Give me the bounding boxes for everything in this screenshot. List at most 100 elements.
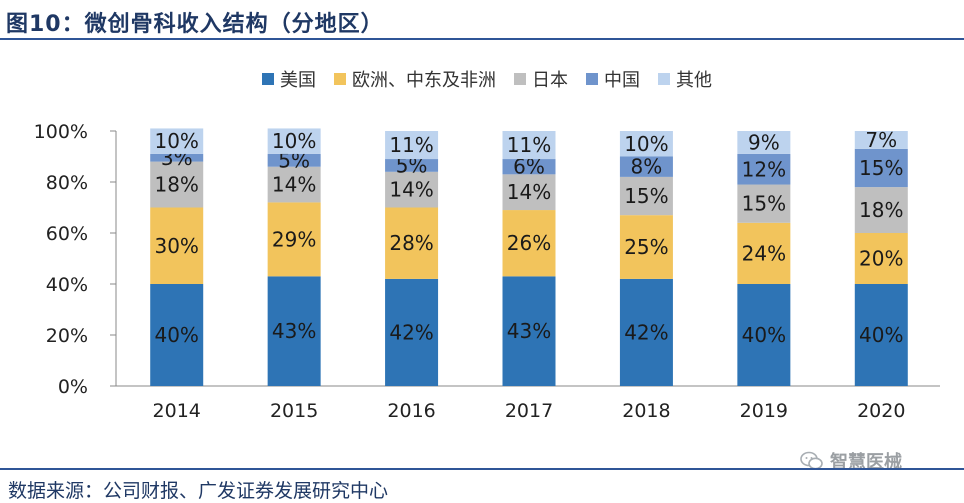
bar-segment xyxy=(737,184,791,223)
y-tick-label: 60% xyxy=(46,223,88,245)
data-label: 40% xyxy=(859,323,903,347)
bar-segment xyxy=(150,284,204,386)
legend-item: 欧洲、中东及非洲 xyxy=(334,66,496,92)
legend-swatch xyxy=(262,73,274,85)
y-tick-label: 0% xyxy=(58,376,88,398)
data-label: 43% xyxy=(272,319,316,343)
bar-segment xyxy=(619,156,673,177)
data-label: 9% xyxy=(748,130,780,154)
legend-item: 日本 xyxy=(514,66,568,92)
data-label: 15% xyxy=(859,156,903,180)
legend-item: 其他 xyxy=(658,66,712,92)
bar-segment xyxy=(267,128,321,154)
data-label: 8% xyxy=(631,155,663,179)
bar-segment xyxy=(150,161,204,208)
page-title: 图10：微创骨科收入结构（分地区） xyxy=(6,12,384,37)
data-label: 30% xyxy=(154,234,198,258)
legend-swatch xyxy=(334,73,346,85)
bar-segment xyxy=(502,174,556,211)
watermark: 智慧医械 xyxy=(800,448,902,474)
data-label: 29% xyxy=(272,227,316,251)
legend-item: 中国 xyxy=(586,66,640,92)
y-tick-label: 40% xyxy=(46,274,88,296)
bar-segment xyxy=(502,276,556,386)
bar-segment xyxy=(737,131,791,154)
x-tick-label: 2020 xyxy=(857,400,905,422)
data-label: 25% xyxy=(624,235,668,259)
y-tick-label: 100% xyxy=(34,121,88,143)
bar-segment xyxy=(267,202,321,277)
data-label: 24% xyxy=(742,241,786,265)
legend-label: 其他 xyxy=(676,70,712,91)
bar-segment xyxy=(737,284,791,386)
data-label: 14% xyxy=(272,173,316,197)
watermark-text: 智慧医械 xyxy=(830,452,902,473)
legend-swatch xyxy=(658,73,670,85)
title-bar: 图10：微创骨科收入结构（分地区） xyxy=(0,0,964,40)
bar-segment xyxy=(854,187,908,233)
y-tick-label: 20% xyxy=(46,325,88,347)
legend-label: 美国 xyxy=(280,70,316,91)
bar-segment xyxy=(854,233,908,284)
x-tick-label: 2015 xyxy=(270,400,318,422)
data-label: 11% xyxy=(389,133,433,157)
data-label: 10% xyxy=(624,132,668,156)
bar-segment xyxy=(619,131,673,157)
data-label: 11% xyxy=(507,133,551,157)
bar-segment xyxy=(502,159,556,175)
data-label: 40% xyxy=(154,323,198,347)
bar-segment xyxy=(854,131,908,149)
bar-segment xyxy=(385,207,439,279)
data-label: 26% xyxy=(507,231,551,255)
bar-segment xyxy=(150,128,204,154)
data-label: 42% xyxy=(624,320,668,344)
legend-swatch xyxy=(514,73,526,85)
bar-segment xyxy=(150,207,204,284)
data-label: 28% xyxy=(389,231,433,255)
bar-segment xyxy=(385,159,439,172)
data-label: 12% xyxy=(742,157,786,181)
data-label: 7% xyxy=(865,128,897,152)
data-label: 10% xyxy=(272,129,316,153)
chart-legend: 美国 欧洲、中东及非洲 日本 中国 其他 xyxy=(262,66,712,92)
data-label: 18% xyxy=(859,198,903,222)
x-tick-label: 2014 xyxy=(153,400,201,422)
y-tick-label: 80% xyxy=(46,172,88,194)
bar-segment xyxy=(267,153,321,167)
data-label: 20% xyxy=(859,247,903,271)
source-note: 数据来源：公司财报、广发证券发展研究中心 xyxy=(8,480,389,502)
legend-label: 日本 xyxy=(532,70,568,91)
bar-segment xyxy=(619,176,673,216)
data-label: 14% xyxy=(507,180,551,204)
bar-segment xyxy=(267,276,321,386)
data-label: 15% xyxy=(624,184,668,208)
data-label: 43% xyxy=(507,319,551,343)
x-tick-label: 2016 xyxy=(387,400,435,422)
bar-segment xyxy=(150,153,204,162)
legend-label: 中国 xyxy=(604,70,640,91)
x-tick-label: 2019 xyxy=(740,400,788,422)
bar-segment xyxy=(267,166,321,203)
bar-segment xyxy=(619,278,673,386)
bar-segment xyxy=(502,131,556,160)
data-label: 40% xyxy=(742,323,786,347)
x-tick-label: 2017 xyxy=(505,400,553,422)
bar-segment xyxy=(737,222,791,284)
data-label: 18% xyxy=(154,173,198,197)
bar-segment xyxy=(737,153,791,185)
bar-segment xyxy=(854,148,908,188)
bar-segment xyxy=(385,278,439,386)
data-label: 42% xyxy=(389,320,433,344)
bar-segment xyxy=(502,210,556,277)
data-label: 15% xyxy=(742,192,786,216)
x-tick-label: 2018 xyxy=(622,400,670,422)
legend-swatch xyxy=(586,73,598,85)
legend-item: 美国 xyxy=(262,66,316,92)
bar-segment xyxy=(854,284,908,386)
bar-segment xyxy=(619,215,673,279)
legend-label: 欧洲、中东及非洲 xyxy=(352,70,496,91)
bar-segment xyxy=(385,171,439,208)
footer-rule xyxy=(0,468,964,470)
bar-segment xyxy=(385,131,439,160)
